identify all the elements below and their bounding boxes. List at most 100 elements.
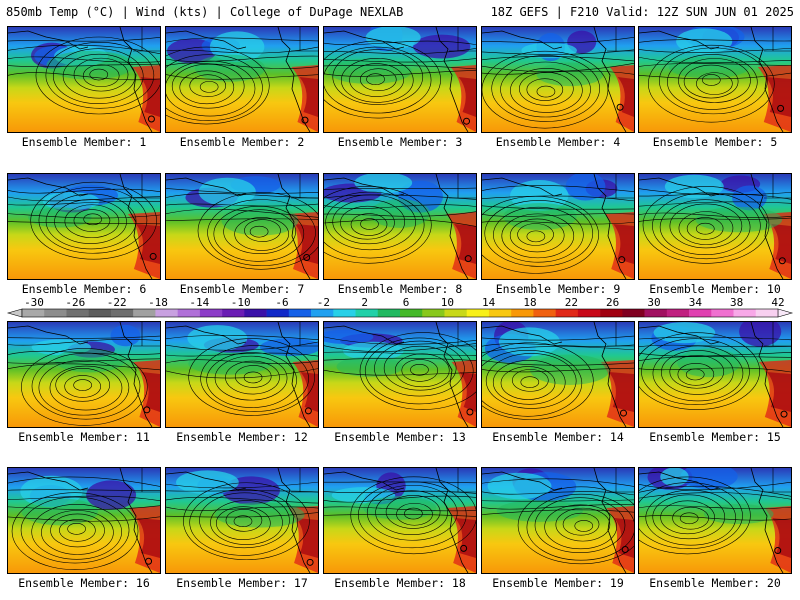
- ensemble-member-map: [7, 467, 161, 574]
- coastline: [593, 468, 627, 573]
- contour-line: [324, 40, 441, 119]
- colorbar-segment: [199, 309, 223, 317]
- contour-line: [482, 491, 634, 496]
- coastline: [435, 27, 469, 132]
- coastline: [324, 471, 405, 491]
- contour-line: [324, 40, 476, 46]
- contour-line: [166, 218, 318, 222]
- contour-line: [324, 46, 432, 114]
- contour-line: [482, 70, 634, 75]
- contour-line: [166, 54, 263, 122]
- contour-line: [166, 62, 318, 69]
- contour-line: [639, 476, 751, 555]
- colorbar-segment: [422, 309, 445, 317]
- contour-line: [404, 507, 423, 520]
- contour-line: [482, 509, 634, 515]
- contour-line: [491, 55, 600, 122]
- cyclone-marker: [619, 409, 627, 417]
- contour-line: [639, 344, 791, 348]
- colorbar-tick-label: -30: [24, 296, 44, 309]
- contour-line: [199, 81, 219, 93]
- contour-line: [520, 376, 540, 388]
- contour-line: [62, 53, 136, 99]
- contour-line: [8, 72, 160, 81]
- contour-line: [324, 513, 476, 517]
- contour-line: [500, 366, 556, 400]
- contour-line: [8, 196, 160, 202]
- contour-line: [45, 42, 155, 109]
- contour-line: [8, 44, 160, 54]
- contour-line: [21, 348, 148, 426]
- contour-line: [340, 205, 395, 240]
- contour-line: [652, 345, 744, 402]
- contour-line: [639, 201, 791, 207]
- coastline: [277, 322, 311, 427]
- contour-line: [324, 64, 476, 70]
- contour-line: [639, 332, 760, 410]
- colorbar-segment: [444, 309, 468, 317]
- coastline: [482, 325, 563, 345]
- contour-line: [526, 78, 564, 101]
- contour-line: [64, 375, 101, 398]
- ensemble-member-map: [7, 321, 161, 428]
- ensemble-member-caption: Ensemble Member: 3: [337, 135, 463, 149]
- contour-line: [526, 230, 546, 243]
- ensemble-member-caption: Ensemble Member: 1: [21, 135, 147, 149]
- coastline: [639, 325, 720, 345]
- border-line: [764, 27, 791, 52]
- contour-line: [166, 46, 318, 54]
- contour-line: [166, 334, 318, 341]
- contour-line: [179, 70, 235, 105]
- contour-line: [661, 350, 734, 395]
- contour-line: [8, 201, 160, 206]
- colorbar-segment: [511, 309, 534, 317]
- contour-line: [166, 208, 318, 218]
- contour-line: [482, 195, 634, 202]
- ensemble-member-caption: Ensemble Member: 11: [18, 430, 150, 444]
- colorbar-segment: [266, 309, 290, 317]
- coastline: [119, 174, 153, 279]
- contour-line: [482, 185, 634, 192]
- cyclone-marker: [464, 255, 472, 263]
- contour-line: [234, 365, 272, 388]
- colorbar-segment: [22, 309, 45, 317]
- ensemble-member-map: [481, 467, 635, 574]
- cold-air-mass: [198, 177, 256, 207]
- colorbar-segment: [311, 309, 334, 317]
- cold-air-mass: [676, 28, 733, 55]
- contour-line: [484, 200, 594, 267]
- contour-line: [536, 85, 556, 98]
- coastline: [166, 325, 247, 345]
- colorbar-tick-label: 2: [361, 296, 368, 309]
- cold-air-mass: [498, 327, 560, 357]
- cold-air-mass: [209, 31, 265, 63]
- contour-line: [359, 68, 397, 91]
- contour-line: [517, 486, 634, 565]
- contour-line: [349, 63, 404, 97]
- cold-air-mass: [664, 174, 724, 199]
- contour-line: [324, 58, 476, 63]
- contour-line: [188, 338, 315, 416]
- contour-line: [243, 371, 263, 384]
- contour-line: [639, 482, 743, 549]
- contour-line: [59, 519, 96, 542]
- contour-line: [166, 55, 318, 62]
- contour-line: [234, 217, 289, 251]
- contour-line: [249, 225, 269, 238]
- contour-line: [73, 57, 129, 92]
- colorbar-tick-label: 42: [771, 296, 784, 309]
- border-line: [133, 174, 160, 199]
- contour-line: [206, 352, 297, 408]
- contour-line: [517, 223, 554, 246]
- contour-line: [669, 354, 725, 389]
- contour-line: [324, 204, 476, 209]
- ensemble-member-caption: Ensemble Member: 5: [652, 135, 778, 149]
- contour-line: [189, 489, 298, 556]
- ensemble-member-map: [481, 321, 635, 428]
- coastline: [8, 30, 89, 50]
- ensemble-member-map: [323, 321, 477, 428]
- contour-line: [49, 365, 123, 411]
- ensemble-member-caption: Ensemble Member: 18: [334, 576, 466, 590]
- contour-line: [482, 350, 583, 417]
- coastline: [277, 174, 311, 279]
